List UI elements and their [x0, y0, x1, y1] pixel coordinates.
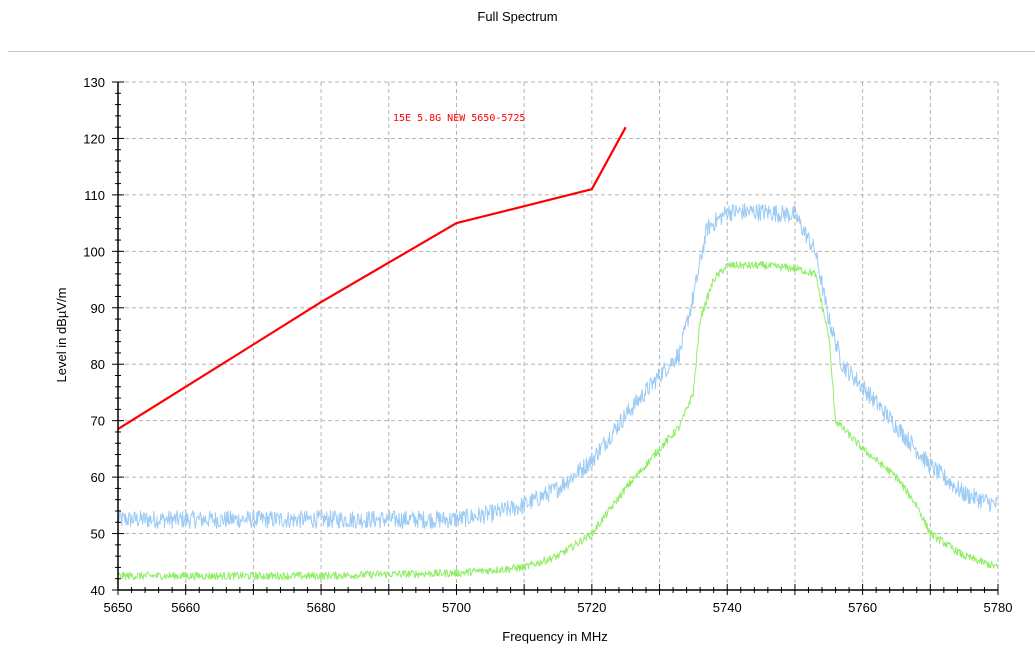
series-layer: [117, 126, 999, 581]
y-tick-label: 50: [91, 527, 105, 542]
x-tick-label: 5650: [104, 600, 133, 615]
x-tick-label: 5720: [577, 600, 606, 615]
y-tick-label: 90: [91, 301, 105, 316]
plot-area: [118, 82, 998, 590]
x-tick-label: 5760: [848, 600, 877, 615]
tick-labels: 40 50 60 70 80 90 100 110 120 130 5650 5660 5680 5700…: [83, 75, 1012, 615]
y-tick-label: 110: [84, 188, 105, 203]
y-tick-label: 130: [83, 75, 105, 90]
y-tick-label: 40: [91, 583, 105, 598]
x-tick-label: 5660: [171, 600, 200, 615]
y-tick-label: 100: [83, 244, 105, 259]
average-trace-series: [117, 261, 999, 581]
chart-title: Full Spectrum: [477, 9, 558, 24]
y-tick-label: 120: [83, 131, 105, 146]
y-tick-label: 60: [91, 470, 105, 485]
x-tick-label: 5780: [984, 600, 1013, 615]
x-axis-label: Frequency in MHz: [502, 629, 607, 644]
title-divider: [8, 51, 1035, 52]
y-tick-label: 80: [91, 357, 105, 372]
peak-trace-series: [117, 203, 999, 529]
y-axis-label: Level in dBµV/m: [54, 288, 69, 383]
axes: [112, 81, 999, 595]
limit-annotation: 15E 5.8G NEW 5650-5725: [393, 113, 525, 124]
y-tick-label: 70: [91, 414, 105, 429]
x-tick-label: 5680: [307, 600, 336, 615]
x-tick-label: 5700: [442, 600, 471, 615]
limit-line-series: [117, 126, 627, 431]
grid-lines: [118, 81, 998, 590]
x-tick-label: 5740: [713, 600, 742, 615]
